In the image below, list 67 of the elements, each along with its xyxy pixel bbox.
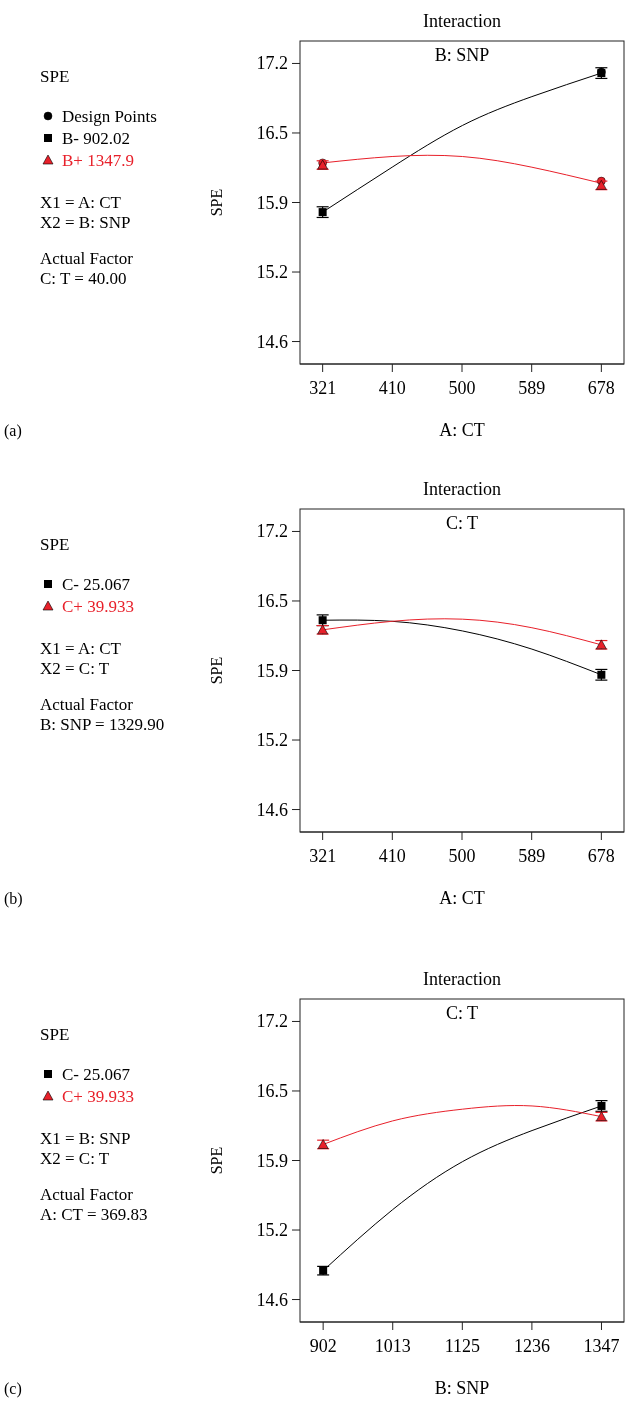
x-axis-title: A: CT [439, 888, 485, 908]
y-tick-label: 15.9 [256, 660, 288, 681]
legend-label: Design Points [62, 107, 157, 126]
text: X2 = C: T [40, 1149, 110, 1168]
y-tick-label: 17.2 [256, 1011, 288, 1032]
chart-subtitle: C: T [445, 513, 479, 533]
chart-subtitle: B: SNP [434, 45, 490, 65]
x-tick-label: 589 [518, 846, 546, 866]
x-axis-title: A: CT [439, 420, 485, 440]
text: A: CT = 369.83 [40, 1205, 148, 1224]
text: X1 = B: SNP [40, 1129, 131, 1148]
text: Actual Factor [40, 695, 134, 714]
y-axis-title: SPE [208, 188, 225, 217]
x-tick-label: 500 [448, 846, 476, 866]
text: X1 = A: CT [40, 193, 122, 212]
x-tick-label: 1236 [513, 1336, 550, 1356]
legend-label: C- 25.067 [62, 575, 131, 594]
y-axis-title: SPE [208, 656, 225, 685]
y-tick-label: 15.2 [256, 262, 288, 283]
x-axis-title: B: SNP [434, 1378, 490, 1398]
x-tick-label: 678 [587, 846, 615, 866]
text: SPE [40, 67, 70, 86]
y-tick-label: 17.2 [256, 53, 288, 74]
x-tick-label: 678 [587, 378, 615, 398]
text: SPE [40, 1025, 70, 1044]
x-tick-label: 410 [378, 378, 406, 398]
text: Actual Factor [40, 1185, 134, 1204]
chart-title: Interaction [423, 11, 501, 31]
text: Actual Factor [40, 249, 134, 268]
x-tick-label: 1013 [374, 1336, 411, 1356]
chart-subtitle: C: T [445, 1003, 479, 1023]
y-tick-label: 14.6 [256, 1289, 288, 1310]
y-tick-label: 15.9 [256, 1150, 288, 1171]
legend-label: C+ 39.933 [62, 597, 134, 616]
y-tick-label: 15.2 [256, 730, 288, 751]
text: B: SNP = 1329.90 [40, 715, 165, 734]
y-tick-label: 14.6 [256, 799, 288, 820]
y-tick-label: 14.6 [256, 331, 288, 352]
text: X1 = A: CT [40, 639, 122, 658]
chart-title: Interaction [423, 969, 501, 989]
text: (a) [4, 422, 22, 440]
legend-label: C- 25.067 [62, 1065, 131, 1084]
y-tick-label: 15.9 [256, 192, 288, 213]
text: (c) [4, 1380, 22, 1398]
y-tick-label: 16.5 [256, 1080, 288, 1101]
text: (b) [4, 890, 23, 908]
x-tick-label: 321 [309, 378, 337, 398]
legend-label: C+ 39.933 [62, 1087, 134, 1106]
y-tick-label: 16.5 [256, 122, 288, 143]
x-tick-label: 321 [309, 846, 337, 866]
x-tick-label: 1347 [583, 1336, 620, 1356]
y-tick-label: 16.5 [256, 590, 288, 611]
legend-label: B- 902.02 [62, 129, 130, 148]
text: SPE [40, 535, 70, 554]
x-tick-label: 1125 [444, 1336, 480, 1356]
x-tick-label: 902 [309, 1336, 337, 1356]
legend-label: B+ 1347.9 [62, 151, 134, 170]
y-tick-label: 17.2 [256, 521, 288, 542]
text: X2 = B: SNP [40, 213, 131, 232]
text: X2 = C: T [40, 659, 110, 678]
y-axis-title: SPE [208, 1146, 225, 1175]
x-tick-label: 500 [448, 378, 476, 398]
chart-title: Interaction [423, 479, 501, 499]
x-tick-label: 589 [518, 378, 546, 398]
y-tick-label: 15.2 [256, 1220, 288, 1241]
text: C: T = 40.00 [40, 269, 127, 288]
x-tick-label: 410 [378, 846, 406, 866]
